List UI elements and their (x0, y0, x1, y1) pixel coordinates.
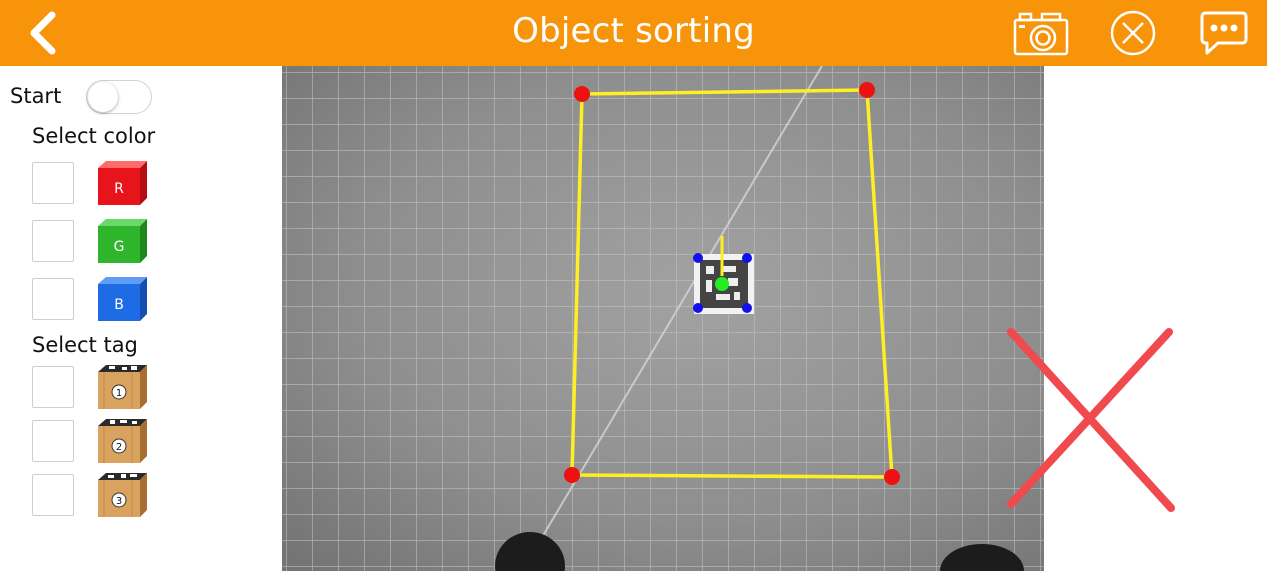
region-corner-bottom-left (564, 467, 580, 483)
camera-button[interactable] (1012, 9, 1070, 57)
blue-cube-icon: B (98, 277, 147, 321)
page-title: Object sorting (512, 11, 755, 51)
tag-checkbox-1[interactable] (32, 366, 74, 408)
close-circle-icon (1110, 10, 1156, 56)
tag-center-point (715, 277, 729, 291)
cube-letter-b: B (114, 297, 124, 313)
tag-cube-1-icon: 1 (98, 365, 147, 409)
color-checkbox-blue[interactable] (32, 278, 74, 320)
chevron-left-icon (30, 11, 56, 55)
select-tag-heading: Select tag (32, 333, 138, 357)
toggle-knob (88, 82, 118, 112)
region-corner-top-left (574, 86, 590, 102)
tag-corner-2 (742, 253, 752, 263)
tag-corner-3 (693, 303, 703, 313)
color-checkbox-green[interactable] (32, 220, 74, 262)
camera-feed (282, 66, 1044, 571)
tag-corner-4 (742, 303, 752, 313)
chat-bubble-icon (1200, 11, 1248, 55)
tag-checkbox-3[interactable] (32, 474, 74, 516)
top-bar: Object sorting (0, 0, 1267, 66)
red-cube-icon: R (98, 161, 147, 205)
region-corner-top-right (859, 82, 875, 98)
camera-feed-canvas (282, 66, 1044, 571)
cube-letter-g: G (114, 239, 125, 255)
robot-gripper-left (495, 532, 565, 571)
robot-gripper-right (940, 544, 1024, 571)
red-x-mark (1007, 328, 1175, 512)
green-cube-icon: G (98, 219, 147, 263)
region-corner-bottom-right (884, 469, 900, 485)
cube-letter-r: R (114, 181, 124, 197)
camera-icon (1013, 12, 1069, 56)
tag-number-1: 1 (116, 388, 122, 399)
mat-diagonal-line (521, 66, 823, 571)
tag-cube-2-icon: 2 (98, 419, 147, 463)
close-button[interactable] (1108, 9, 1158, 57)
select-color-heading: Select color (32, 124, 156, 148)
tag-corner-1 (693, 253, 703, 263)
back-button[interactable] (22, 9, 70, 57)
tag-number-3: 3 (116, 496, 122, 507)
start-label: Start (10, 84, 62, 108)
start-toggle[interactable] (86, 80, 152, 114)
apriltag-marker (693, 236, 754, 314)
tag-cube-3-icon: 3 (98, 473, 147, 517)
chat-button[interactable] (1198, 9, 1250, 57)
color-checkbox-red[interactable] (32, 162, 74, 204)
tag-number-2: 2 (116, 442, 122, 453)
control-panel: Start Select color R G B Select tag 1 (0, 66, 282, 579)
tag-checkbox-2[interactable] (32, 420, 74, 462)
